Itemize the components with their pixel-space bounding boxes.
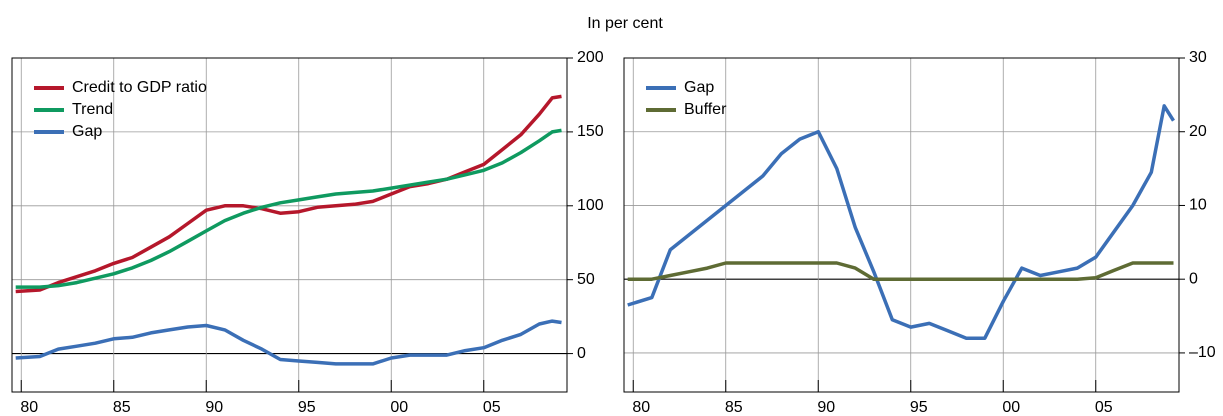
legend-label: Trend [72, 101, 113, 118]
series-line [627, 104, 1175, 340]
legend-label: Gap [684, 79, 714, 96]
legend-label: Gap [72, 123, 102, 140]
series-line [15, 319, 562, 366]
x-tick-label: 90 [817, 399, 835, 416]
y-tick-label: 0 [1189, 270, 1198, 287]
plot-frame [11, 57, 568, 393]
x-tick-label: 05 [1095, 399, 1113, 416]
series-line [627, 261, 1174, 281]
y-axis-label: In per cent [587, 15, 663, 32]
y-tick-label: 100 [577, 197, 604, 214]
x-tick-label: 00 [390, 399, 408, 416]
y-tick-label: 10 [1189, 197, 1207, 214]
x-tick-label: 05 [483, 399, 501, 416]
series-line [15, 128, 562, 289]
y-tick-label: 30 [1189, 49, 1207, 66]
y-tick-label: 20 [1189, 123, 1207, 140]
legend-label: Credit to GDP ratio [72, 79, 207, 96]
plot-frame [623, 57, 1180, 393]
y-tick-label: 0 [577, 345, 586, 362]
x-tick-label: 95 [910, 399, 928, 416]
x-tick-label: 00 [1002, 399, 1020, 416]
x-tick-label: 90 [205, 399, 223, 416]
y-tick-label: 50 [577, 271, 595, 288]
series-line [15, 94, 562, 294]
y-tick-label: 150 [577, 123, 604, 140]
legend-label: Buffer [684, 101, 727, 118]
x-tick-label: 85 [113, 399, 131, 416]
x-tick-label: 80 [632, 399, 650, 416]
x-tick-label: 85 [725, 399, 743, 416]
y-tick-label: –10 [1189, 344, 1216, 361]
x-tick-label: 95 [298, 399, 316, 416]
y-tick-label: 200 [577, 49, 604, 66]
x-tick-label: 80 [20, 399, 38, 416]
